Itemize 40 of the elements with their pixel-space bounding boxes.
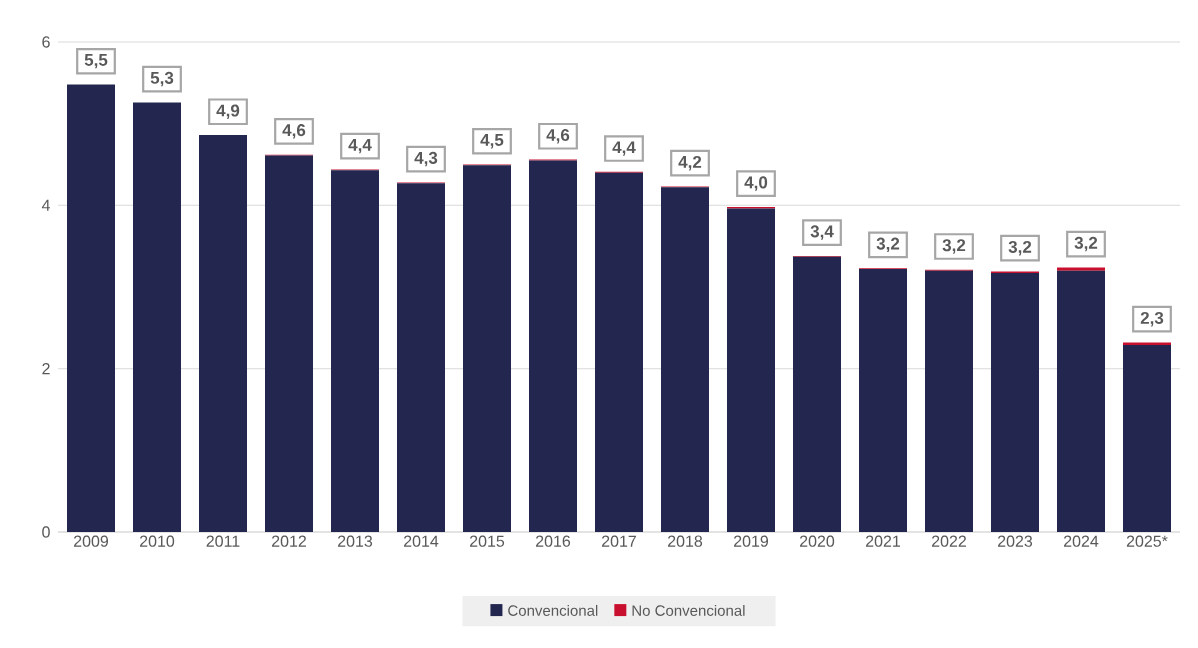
y-tick-label: 6 [42,36,50,48]
total-label: 4,0 [744,176,768,191]
y-tick-label: 0 [42,526,50,538]
total-label: 4,5 [480,134,504,149]
total-label: 3,2 [1074,236,1098,252]
total-label: 4,4 [348,138,372,154]
x-tick-label: 2013 [338,535,373,547]
x-tick-label: 2012 [272,535,306,547]
x-tick-label: 2014 [404,535,439,547]
total-label: 4,6 [282,124,306,139]
total-label: 3,2 [942,239,966,254]
legend-label: No Convencional [632,604,745,616]
total-label: 4,9 [216,104,240,119]
x-tick-label: 2010 [140,535,175,547]
total-label: 3,2 [1008,240,1032,256]
x-tick-label: 2017 [602,535,636,547]
x-tick-label: 2024 [1064,535,1099,547]
x-tick-label: 2015 [470,535,505,547]
x-tick-label: 2011 [206,535,240,547]
x-tick-label: 2025* [1126,535,1168,547]
x-tick-label: 2016 [536,535,571,547]
y-tick-label: 4 [41,199,50,211]
total-label: 3,2 [876,237,900,253]
total-label: 3,4 [810,225,834,240]
x-tick-label: 2018 [668,535,703,547]
x-tick-label: 2021 [866,535,900,547]
total-label: 5,3 [150,71,174,87]
y-tick-label: 2 [42,363,50,375]
total-label: 4,2 [678,155,702,171]
x-tick-label: 2023 [998,535,1033,547]
x-tick-label: 2022 [932,535,966,547]
total-label: 5,5 [84,54,108,69]
total-label: 2,3 [1140,311,1164,327]
legend-label: Convencional [508,604,598,616]
total-label: 4,3 [414,151,438,167]
total-label: 4,6 [546,128,570,144]
total-label: 4,4 [612,141,636,156]
x-tick-label: 2020 [800,535,835,547]
x-tick-label: 2019 [734,535,769,547]
x-tick-label: 2009 [74,535,109,547]
